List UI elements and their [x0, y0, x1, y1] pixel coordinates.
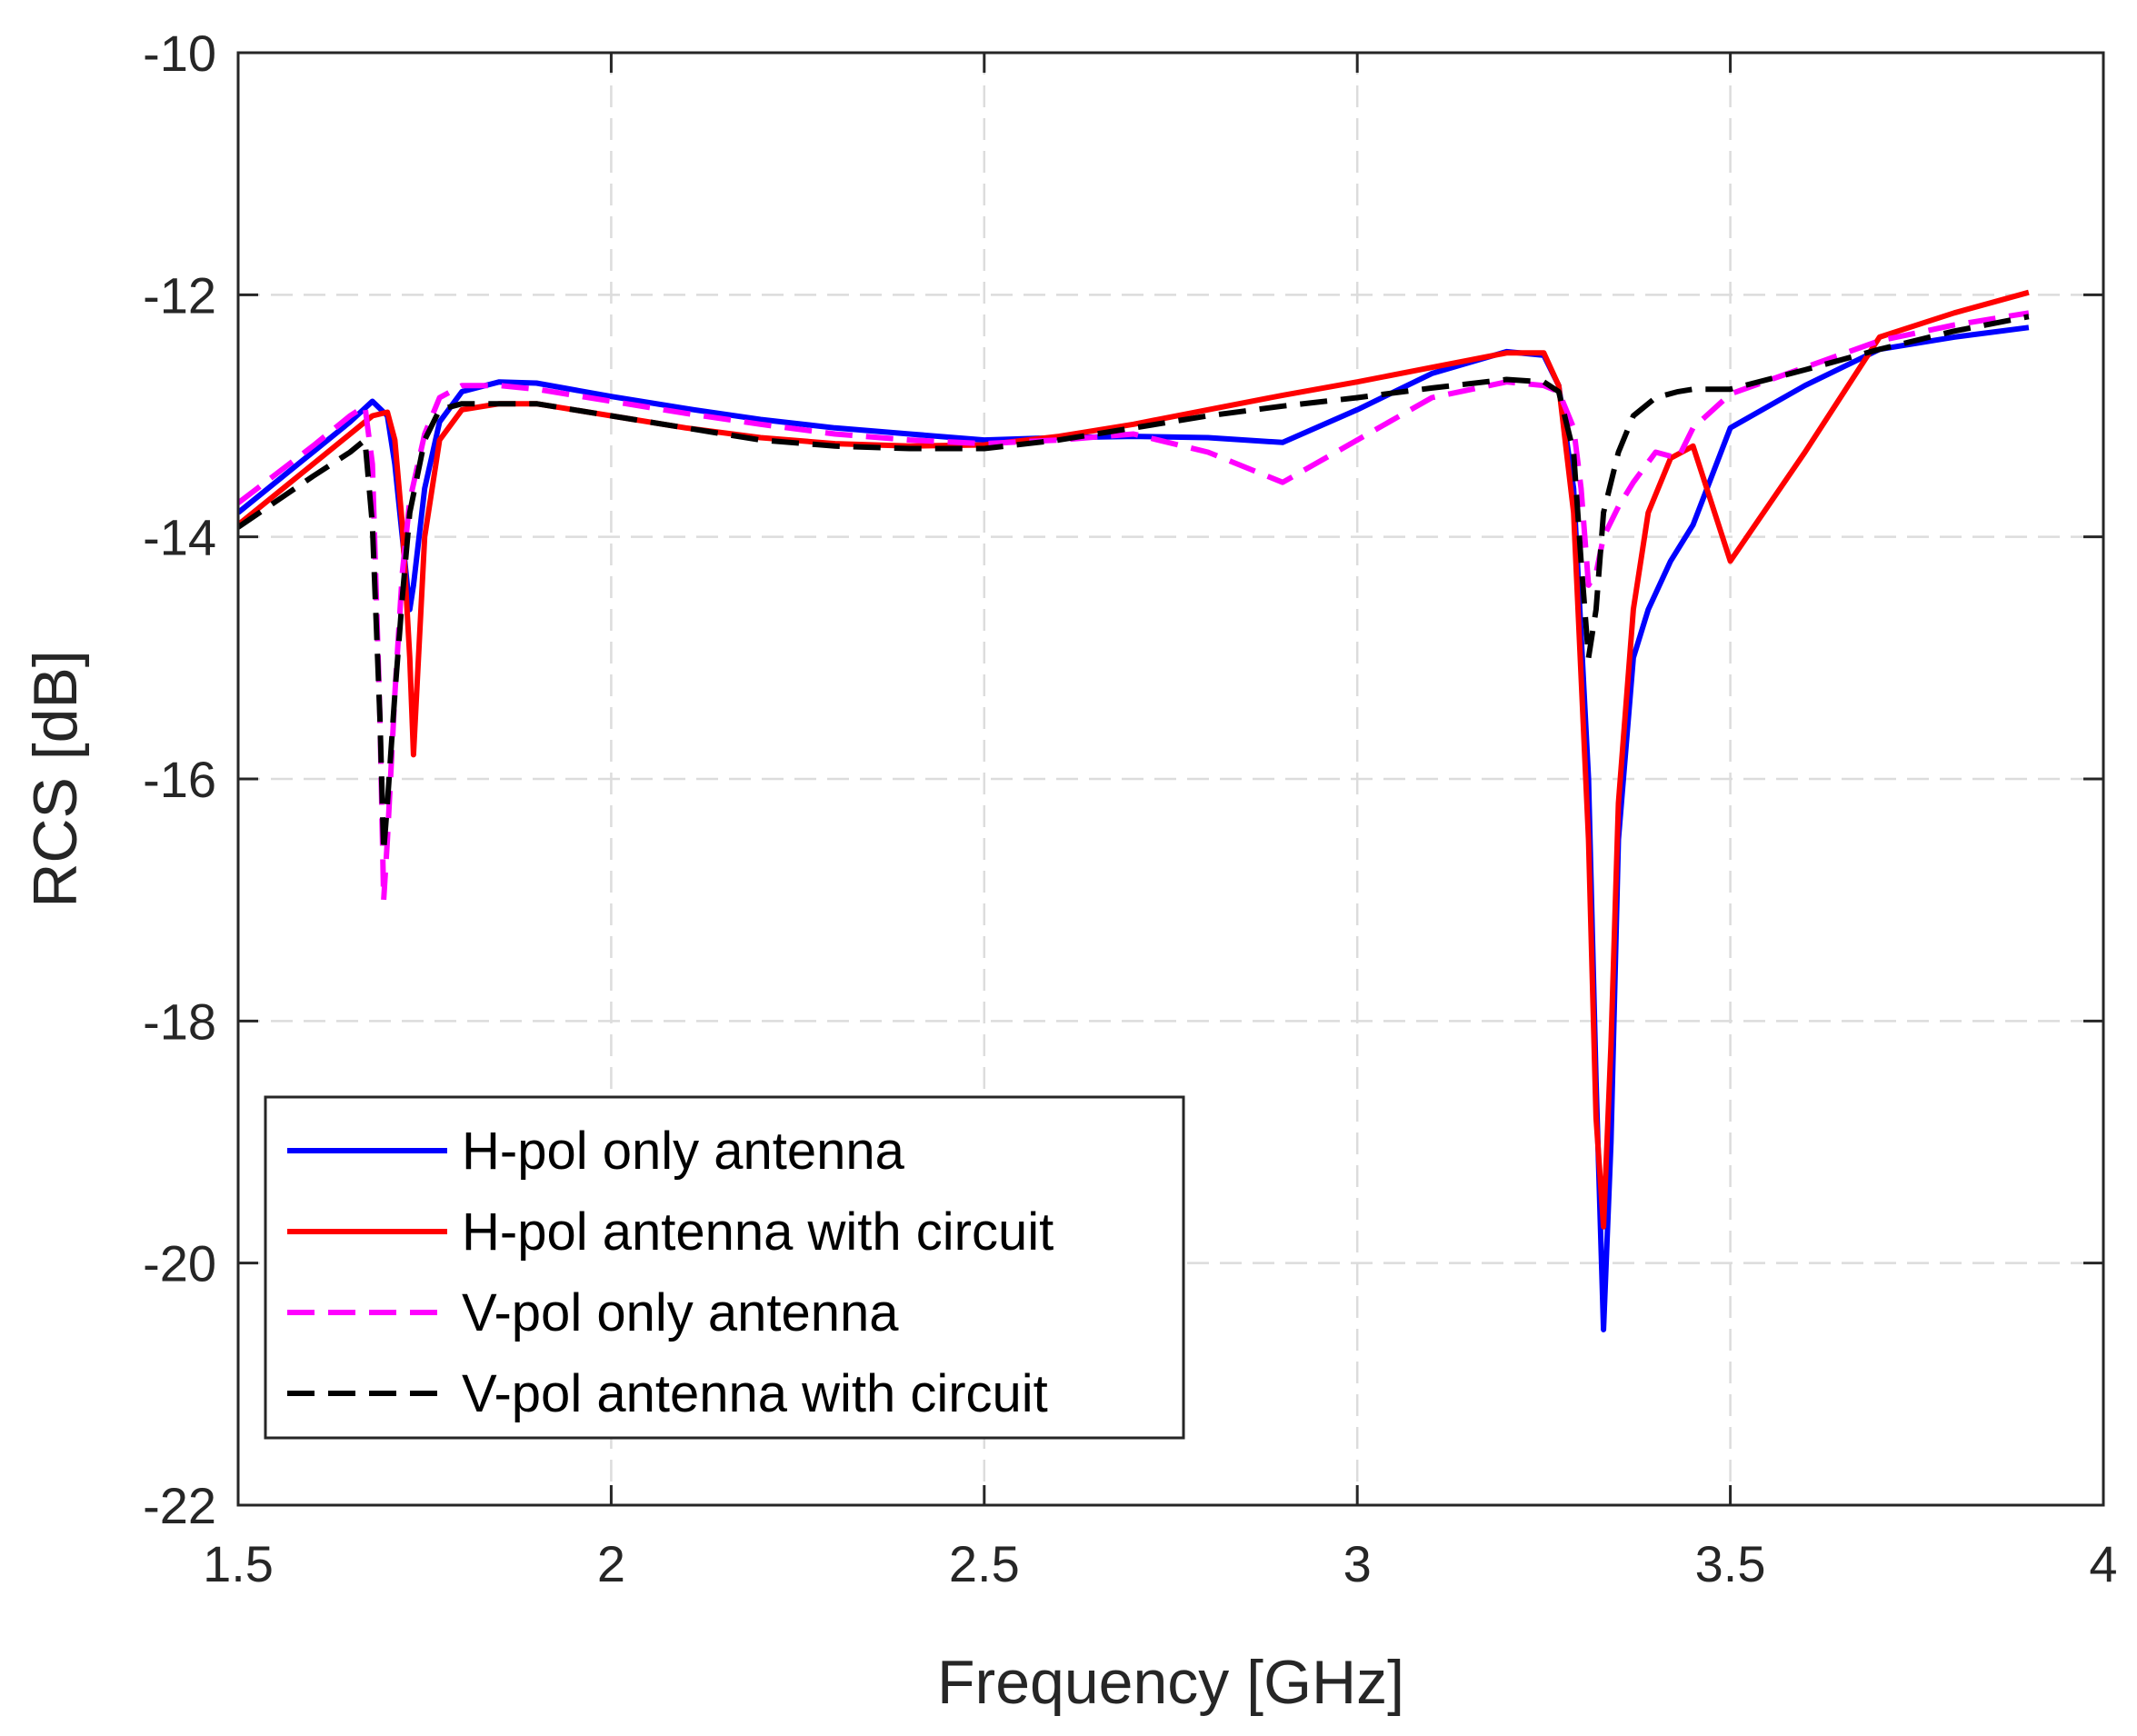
legend-label-3: V-pol only antenna [462, 1283, 899, 1342]
x-tick-label: 3 [1343, 1535, 1372, 1592]
y-tick-label: -12 [143, 266, 216, 324]
legend-box [264, 1095, 1185, 1440]
series-line-4 [238, 314, 2030, 854]
y-tick-label: -14 [143, 509, 216, 566]
y-tick-label: -20 [143, 1235, 216, 1292]
x-tick-label: 3.5 [1695, 1535, 1766, 1592]
axis-ticks: 1.5 2 2.5 3 3.5 4 -22 -20 -18 -16 -14 -12 -10 [143, 25, 2118, 1592]
series-line-1 [238, 324, 2030, 1332]
x-tick-label: 1.5 [203, 1535, 274, 1592]
y-axis-label: RCS [dB] [21, 650, 90, 907]
x-tick-label: 2 [597, 1535, 625, 1592]
series-group [238, 289, 2030, 1332]
x-tick-label: 2.5 [949, 1535, 1020, 1592]
legend-label-2: H-pol antenna with circuit [462, 1202, 1054, 1262]
y-tick-label: -16 [143, 751, 216, 808]
series-line-2 [238, 289, 2030, 1230]
x-axis-label: Frequency [GHz] [937, 1648, 1404, 1717]
x-tick-label: 4 [2089, 1535, 2117, 1592]
y-tick-label: -18 [143, 993, 216, 1050]
legend-label-1: H-pol only antenna [462, 1122, 905, 1181]
legend: H-pol only antenna H-pol antenna with cir… [264, 1095, 1185, 1440]
series-line-3 [238, 310, 2030, 903]
y-tick-label: -10 [143, 25, 216, 82]
legend-label-4: V-pol antenna with circuit [462, 1364, 1048, 1423]
y-tick-label: -22 [143, 1477, 216, 1534]
